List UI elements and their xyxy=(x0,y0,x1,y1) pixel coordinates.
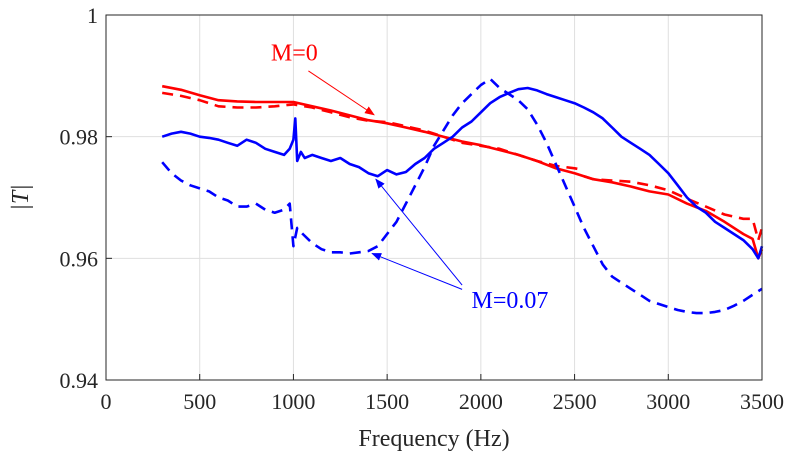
red-dashed-series-line xyxy=(583,174,764,242)
y-tick-label: 0.98 xyxy=(60,125,99,150)
annotation-label: M=0 xyxy=(271,41,318,67)
blue-dashed-series-line xyxy=(161,77,763,315)
x-tick-label: 0 xyxy=(101,389,112,414)
annotation-arrow xyxy=(308,70,375,116)
x-tick-label: 3500 xyxy=(740,389,784,414)
x-tick-label: 500 xyxy=(183,389,216,414)
y-tick-label: 0.96 xyxy=(60,246,99,271)
red-dashed-series-line xyxy=(161,91,585,172)
annotation-layer: M=0 M=0.07 xyxy=(271,41,548,315)
series-layer xyxy=(161,77,764,315)
axis-ticks: 0 500 1000 1500 2000 2500 3000 3500 0.94 0.96 0.98… xyxy=(60,3,785,414)
x-tick-label: 1500 xyxy=(365,389,409,414)
x-tick-label: 3000 xyxy=(646,389,690,414)
x-axis-label: Frequency (Hz) xyxy=(358,426,509,452)
x-tick-label: 2500 xyxy=(553,389,597,414)
y-tick-label: 1 xyxy=(87,3,98,28)
blue-solid-series-line xyxy=(161,86,764,260)
x-tick-label: 2000 xyxy=(459,389,503,414)
plot-frame xyxy=(105,14,763,381)
y-tick-label: 0.94 xyxy=(60,368,99,393)
annotation-label: M=0.07 xyxy=(471,288,548,314)
annotation-arrow xyxy=(371,253,463,290)
y-axis-label: |T| xyxy=(8,184,34,211)
x-tick-label: 1000 xyxy=(271,389,315,414)
annotation-arrow xyxy=(375,178,463,286)
